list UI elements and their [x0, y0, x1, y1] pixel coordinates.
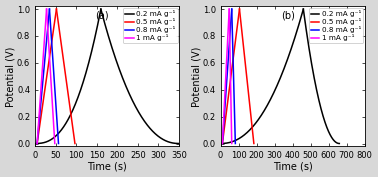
0.5 mA g⁻¹: [250, 130, 255, 132]
0.5 mA g⁻¹: [73, 142, 77, 145]
0.2 mA g⁻¹: [146, 126, 151, 128]
0.5 mA g⁻¹: [65, 88, 70, 90]
1 mA g⁻¹: [52, 130, 56, 132]
Line: 1 mA g⁻¹: 1 mA g⁻¹: [46, 9, 55, 144]
0.8 mA g⁻¹: [229, 8, 234, 11]
0.5 mA g⁻¹: [252, 142, 256, 145]
0.8 mA g⁻¹: [233, 142, 238, 145]
Y-axis label: Potential (V): Potential (V): [191, 46, 201, 107]
0.2 mA g⁻¹: [334, 141, 338, 143]
1 mA g⁻¹: [53, 142, 57, 145]
0.2 mA g⁻¹: [337, 142, 342, 145]
0.5 mA g⁻¹: [65, 88, 70, 90]
1 mA g⁻¹: [51, 121, 56, 123]
0.8 mA g⁻¹: [55, 121, 59, 123]
1 mA g⁻¹: [228, 88, 233, 90]
0.2 mA g⁻¹: [99, 9, 103, 11]
Line: 1 mA g⁻¹: 1 mA g⁻¹: [229, 9, 232, 144]
1 mA g⁻¹: [227, 8, 231, 11]
0.8 mA g⁻¹: [47, 8, 52, 10]
Line: 0.8 mA g⁻¹: 0.8 mA g⁻¹: [232, 9, 235, 144]
Y-axis label: Potential (V): Potential (V): [6, 46, 15, 107]
Text: (a): (a): [96, 11, 109, 21]
Line: 0.5 mA g⁻¹: 0.5 mA g⁻¹: [56, 9, 75, 144]
0.8 mA g⁻¹: [229, 8, 234, 10]
0.2 mA g⁻¹: [177, 142, 181, 145]
0.5 mA g⁻¹: [237, 8, 242, 11]
Legend: 0.2 mA g⁻¹, 0.5 mA g⁻¹, 0.8 mA g⁻¹, 1 mA g⁻¹: 0.2 mA g⁻¹, 0.5 mA g⁻¹, 0.8 mA g⁻¹, 1 mA…: [308, 8, 363, 44]
0.5 mA g⁻¹: [246, 88, 250, 90]
Text: (b): (b): [281, 11, 295, 21]
0.8 mA g⁻¹: [232, 121, 237, 123]
0.5 mA g⁻¹: [70, 121, 74, 123]
0.8 mA g⁻¹: [56, 142, 61, 145]
0.8 mA g⁻¹: [232, 90, 236, 92]
1 mA g⁻¹: [49, 88, 54, 90]
1 mA g⁻¹: [50, 90, 54, 92]
0.2 mA g⁻¹: [301, 8, 305, 10]
0.8 mA g⁻¹: [233, 130, 237, 132]
0.8 mA g⁻¹: [53, 90, 57, 92]
1 mA g⁻¹: [49, 88, 54, 90]
1 mA g⁻¹: [229, 142, 234, 145]
Line: 0.2 mA g⁻¹: 0.2 mA g⁻¹: [101, 9, 179, 144]
1 mA g⁻¹: [229, 121, 234, 123]
0.5 mA g⁻¹: [71, 130, 76, 132]
0.8 mA g⁻¹: [56, 130, 60, 132]
0.5 mA g⁻¹: [246, 90, 251, 92]
0.2 mA g⁻¹: [169, 142, 174, 144]
0.8 mA g⁻¹: [232, 88, 236, 90]
0.5 mA g⁻¹: [54, 8, 59, 11]
0.5 mA g⁻¹: [249, 121, 254, 123]
Line: 0.8 mA g⁻¹: 0.8 mA g⁻¹: [50, 9, 59, 144]
0.8 mA g⁻¹: [232, 88, 236, 90]
1 mA g⁻¹: [44, 8, 49, 11]
0.5 mA g⁻¹: [54, 8, 59, 10]
0.2 mA g⁻¹: [332, 139, 336, 141]
Line: 0.5 mA g⁻¹: 0.5 mA g⁻¹: [240, 9, 254, 144]
0.5 mA g⁻¹: [246, 88, 250, 90]
0.2 mA g⁻¹: [322, 120, 327, 122]
0.2 mA g⁻¹: [145, 124, 149, 126]
0.2 mA g⁻¹: [301, 9, 306, 11]
1 mA g⁻¹: [229, 130, 234, 132]
Legend: 0.2 mA g⁻¹, 0.5 mA g⁻¹, 0.8 mA g⁻¹, 1 mA g⁻¹: 0.2 mA g⁻¹, 0.5 mA g⁻¹, 0.8 mA g⁻¹, 1 mA…: [123, 8, 178, 44]
0.2 mA g⁻¹: [99, 8, 103, 10]
X-axis label: Time (s): Time (s): [87, 161, 127, 172]
X-axis label: Time (s): Time (s): [273, 161, 313, 172]
0.2 mA g⁻¹: [323, 122, 328, 124]
0.8 mA g⁻¹: [47, 8, 52, 11]
0.5 mA g⁻¹: [65, 90, 70, 92]
Line: 0.2 mA g⁻¹: 0.2 mA g⁻¹: [303, 9, 339, 144]
1 mA g⁻¹: [228, 90, 233, 92]
0.2 mA g⁻¹: [164, 140, 169, 142]
1 mA g⁻¹: [227, 8, 231, 10]
0.8 mA g⁻¹: [53, 88, 57, 90]
1 mA g⁻¹: [44, 8, 49, 10]
0.5 mA g⁻¹: [237, 8, 242, 10]
0.8 mA g⁻¹: [53, 88, 57, 90]
0.2 mA g⁻¹: [322, 120, 327, 122]
1 mA g⁻¹: [228, 88, 233, 90]
0.2 mA g⁻¹: [145, 124, 150, 126]
